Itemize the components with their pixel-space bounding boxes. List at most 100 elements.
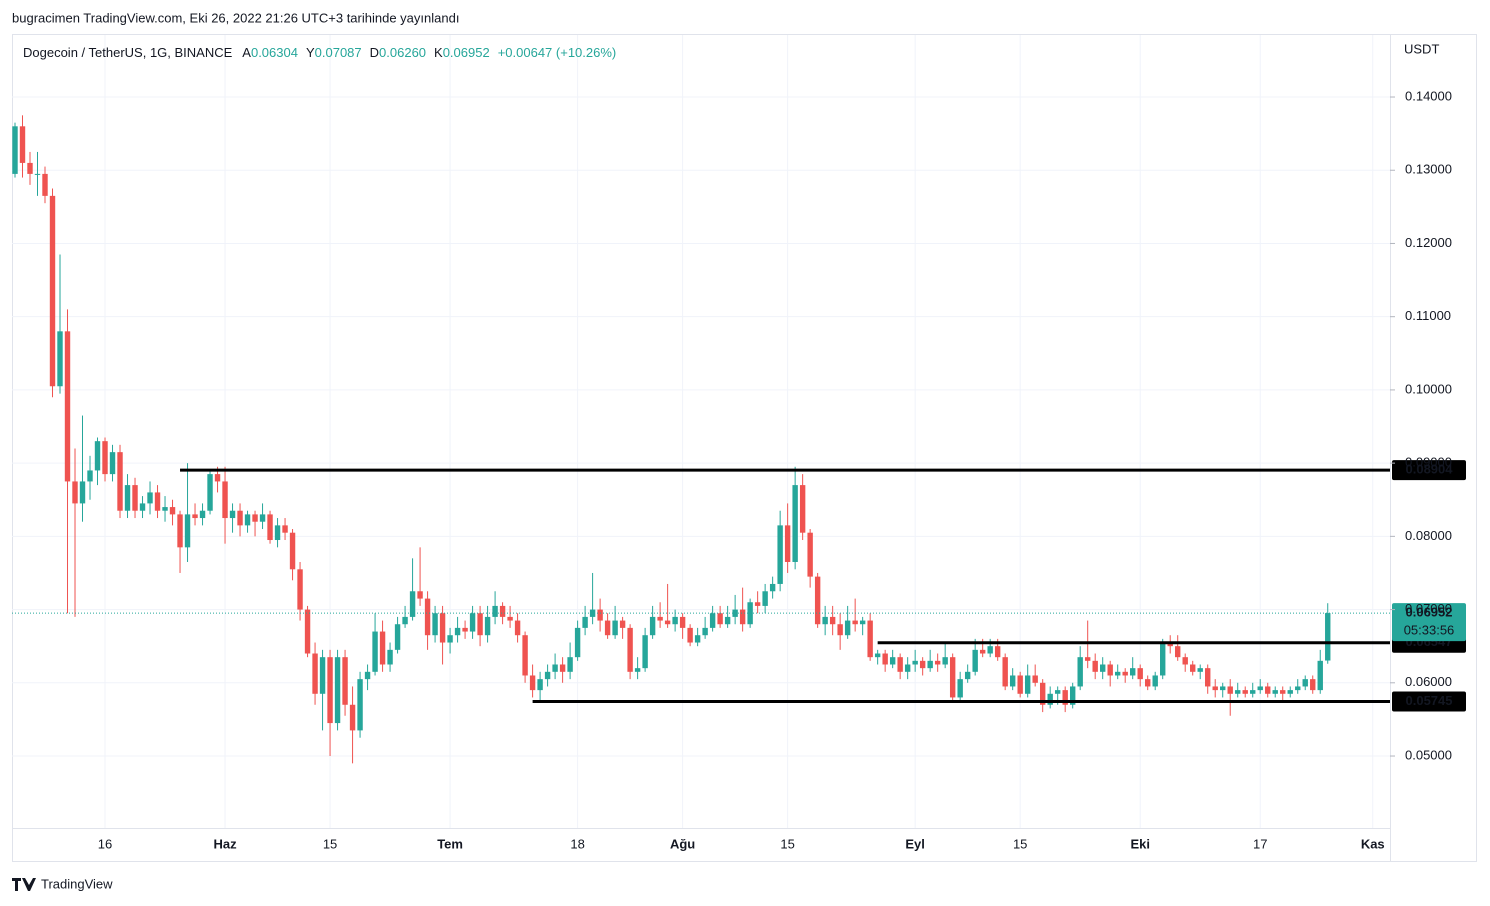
candle — [1092, 653, 1098, 680]
candle — [784, 503, 791, 573]
candle — [919, 657, 926, 676]
ohlc-prefix: A — [242, 45, 251, 60]
candle — [837, 613, 843, 650]
candle-body — [904, 664, 911, 672]
candle — [327, 649, 333, 757]
candle-body — [754, 602, 761, 606]
candle — [852, 598, 858, 632]
candle — [244, 510, 251, 533]
y-tick-label: 0.09000 — [1405, 455, 1452, 470]
candle-body — [529, 675, 536, 691]
candle — [1130, 657, 1136, 680]
candle — [642, 627, 648, 672]
x-tick-label: Ağu — [670, 836, 695, 851]
candle — [184, 463, 191, 562]
candle-body — [1287, 690, 1293, 694]
candle-body — [657, 616, 663, 621]
candle — [297, 561, 303, 621]
candle — [1175, 635, 1181, 661]
candle — [42, 166, 48, 204]
candle — [364, 664, 371, 691]
candle — [49, 188, 56, 398]
candle-body — [634, 668, 641, 672]
candle — [567, 642, 573, 680]
candle — [147, 481, 153, 515]
candle-body — [544, 671, 551, 680]
candle — [1272, 686, 1278, 698]
candle-body — [687, 627, 693, 643]
candle — [559, 657, 566, 683]
candle-body — [199, 510, 206, 519]
candle-body — [972, 649, 978, 672]
candle-body — [492, 605, 498, 617]
candle-body — [1272, 690, 1278, 694]
candle — [1190, 660, 1196, 676]
candle-body — [229, 510, 236, 519]
candle-body — [139, 503, 146, 511]
candle — [724, 605, 731, 628]
candle — [792, 466, 798, 570]
candle — [499, 602, 506, 625]
candle-body — [1250, 690, 1256, 694]
candle-body — [927, 660, 933, 669]
candle-body — [799, 485, 806, 533]
candle — [87, 455, 93, 500]
candle-body — [454, 627, 461, 636]
candle — [574, 620, 581, 661]
candle — [829, 605, 836, 636]
candle — [132, 477, 138, 519]
candle — [1107, 660, 1113, 687]
candle — [1212, 679, 1218, 698]
candle — [1002, 653, 1008, 691]
price-label-bg — [1392, 603, 1466, 642]
candle — [64, 309, 71, 614]
candle-body — [994, 646, 1001, 658]
candle — [1205, 664, 1211, 694]
candle-body — [619, 620, 626, 628]
candle — [274, 518, 281, 548]
candle-body — [1017, 675, 1023, 694]
candle — [904, 657, 911, 680]
candle — [1017, 671, 1023, 698]
candle-body — [27, 162, 33, 174]
axes: 0.05000 0.06000 0.07000 0.08000 0.09000 0.100… — [98, 88, 1452, 851]
candle — [912, 649, 918, 672]
candle-body — [109, 452, 116, 475]
candle-body — [672, 616, 678, 625]
candle-body — [822, 616, 828, 625]
candle-body — [724, 616, 731, 625]
x-tick-label: 17 — [1253, 836, 1267, 851]
candle — [177, 510, 183, 573]
candle — [1182, 653, 1188, 672]
candle — [687, 624, 693, 647]
candle — [694, 627, 701, 647]
ohlc-value: 0.06304 — [251, 45, 298, 60]
candle-body — [612, 620, 618, 636]
candle-body — [499, 605, 506, 617]
candle-body — [949, 657, 956, 698]
legend: Dogecoin / TetherUS, 1G, BINANCE A0.06304… — [23, 45, 616, 60]
chart-frame — [12, 34, 1477, 862]
candle-body — [514, 620, 521, 636]
ohlc-value: 0.07087 — [315, 45, 362, 60]
candle — [1062, 686, 1068, 713]
x-tick-label: 15 — [1013, 836, 1027, 851]
candle — [769, 576, 776, 599]
candle-body — [237, 510, 243, 526]
candle — [304, 605, 311, 658]
candle-body — [1235, 690, 1241, 694]
x-tick-label: 15 — [323, 836, 337, 851]
candle — [1122, 668, 1128, 683]
candle — [897, 653, 903, 680]
candle-body — [589, 609, 596, 617]
candle — [1084, 620, 1091, 669]
candle-body — [12, 126, 18, 174]
candle-body — [222, 481, 228, 519]
candle — [117, 444, 123, 519]
candle-body — [957, 679, 963, 698]
candle — [927, 649, 933, 672]
candle-body — [57, 331, 63, 387]
x-tick-label: 18 — [570, 836, 584, 851]
candle — [57, 254, 63, 394]
